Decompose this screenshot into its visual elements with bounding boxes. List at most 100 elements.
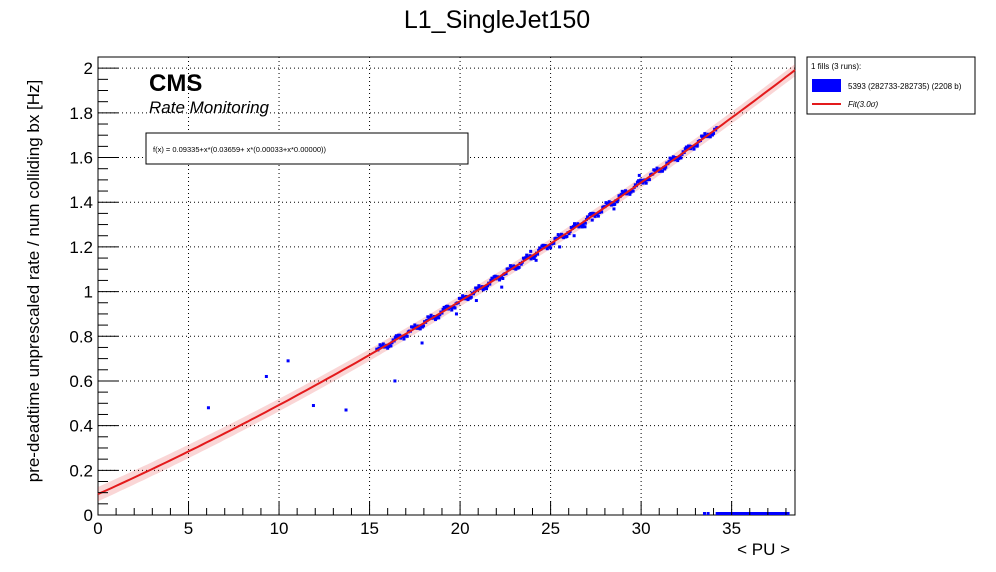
data-point <box>386 346 390 350</box>
data-point <box>519 262 523 266</box>
data-point <box>567 232 571 236</box>
data-point <box>398 333 402 337</box>
data-point <box>541 243 545 247</box>
data-point <box>286 359 290 363</box>
data-point <box>663 167 667 171</box>
data-point <box>399 336 403 340</box>
data-point <box>637 173 641 177</box>
data-point <box>710 133 714 137</box>
data-point <box>619 193 623 197</box>
data-point <box>437 316 441 320</box>
x-tick-label: 30 <box>632 519 651 538</box>
data-point <box>206 406 210 410</box>
data-point <box>500 285 504 289</box>
axis-ticks <box>97 67 787 516</box>
data-point <box>387 345 391 349</box>
data-point <box>657 169 661 173</box>
data-point <box>420 341 424 345</box>
data-point <box>528 254 532 258</box>
data-point <box>477 284 481 288</box>
data-point <box>441 307 445 311</box>
data-point <box>562 236 566 240</box>
data-point <box>402 337 406 341</box>
data-point <box>393 335 397 339</box>
data-point <box>676 159 680 163</box>
fit-formula: f(x) = 0.09335+x*(0.03659+ x*(0.00033+x*… <box>153 145 327 154</box>
x-tick-label: 5 <box>184 519 193 538</box>
data-point <box>394 334 398 338</box>
x-tick-label: 35 <box>722 519 741 538</box>
y-tick-label: 2 <box>84 59 93 78</box>
cms-label: CMS <box>149 70 202 97</box>
data-point <box>565 234 569 238</box>
data-point <box>532 256 536 260</box>
data-point <box>483 285 487 289</box>
data-point <box>572 234 576 238</box>
data-point-zero-run <box>717 512 790 515</box>
data-point <box>552 241 556 245</box>
data-point <box>679 156 683 160</box>
data-point-zero <box>702 512 706 515</box>
x-axis-label: < PU > <box>737 540 790 559</box>
data-point <box>529 249 533 253</box>
data-point <box>607 200 611 204</box>
y-tick-label: 0.6 <box>69 372 93 391</box>
data-point <box>524 256 528 260</box>
data-point <box>668 156 672 160</box>
data-point <box>517 265 521 269</box>
data-point <box>609 203 613 207</box>
data-point <box>571 225 575 229</box>
data-point <box>461 294 465 298</box>
data-point <box>453 306 457 310</box>
data-point <box>549 246 553 250</box>
data-point <box>583 221 587 225</box>
x-tick-label: 15 <box>360 519 379 538</box>
data-point <box>377 346 381 350</box>
data-point <box>593 214 597 218</box>
data-point <box>576 222 580 226</box>
data-point <box>507 267 511 271</box>
data-point <box>412 326 416 330</box>
data-point <box>525 253 529 257</box>
y-tick-label: 1.8 <box>69 104 93 123</box>
chart-title: L1_SingleJet150 <box>404 6 590 34</box>
data-point <box>631 189 635 193</box>
data-point <box>438 313 442 317</box>
data-point <box>647 178 651 182</box>
data-point <box>708 135 712 139</box>
data-point <box>590 218 594 222</box>
data-point <box>454 312 458 316</box>
data-point <box>389 344 393 348</box>
y-tick-label: 1 <box>84 283 93 302</box>
data-point <box>514 267 518 271</box>
data-point <box>512 264 516 268</box>
legend-label-series: 5393 (282733-282735) (2208 b) <box>848 82 962 91</box>
legend-header: 1 fills (3 runs): <box>811 62 861 71</box>
data-point <box>641 181 645 185</box>
data-point <box>589 211 593 215</box>
data-point <box>466 298 470 302</box>
data-point <box>489 278 493 282</box>
data-point <box>476 286 480 290</box>
data-point <box>418 327 422 331</box>
data-point <box>378 343 382 347</box>
data-point <box>380 344 384 348</box>
data-point <box>683 147 687 151</box>
data-point <box>612 207 616 211</box>
data-point <box>596 214 600 218</box>
data-point <box>558 245 562 249</box>
data-point-zero <box>706 512 710 515</box>
data-point <box>712 131 716 135</box>
rate-monitoring-label: Rate Monitoring <box>149 98 270 117</box>
fit-line <box>97 69 796 496</box>
fit-formula-box <box>145 132 469 165</box>
data-point <box>393 379 397 383</box>
data-point <box>485 287 489 291</box>
data-point <box>640 178 644 182</box>
data-point <box>559 232 563 236</box>
data-point <box>523 257 527 261</box>
data-point <box>695 142 699 146</box>
data-point <box>429 313 433 317</box>
data-point <box>442 305 446 309</box>
x-tick-label: 25 <box>541 519 560 538</box>
